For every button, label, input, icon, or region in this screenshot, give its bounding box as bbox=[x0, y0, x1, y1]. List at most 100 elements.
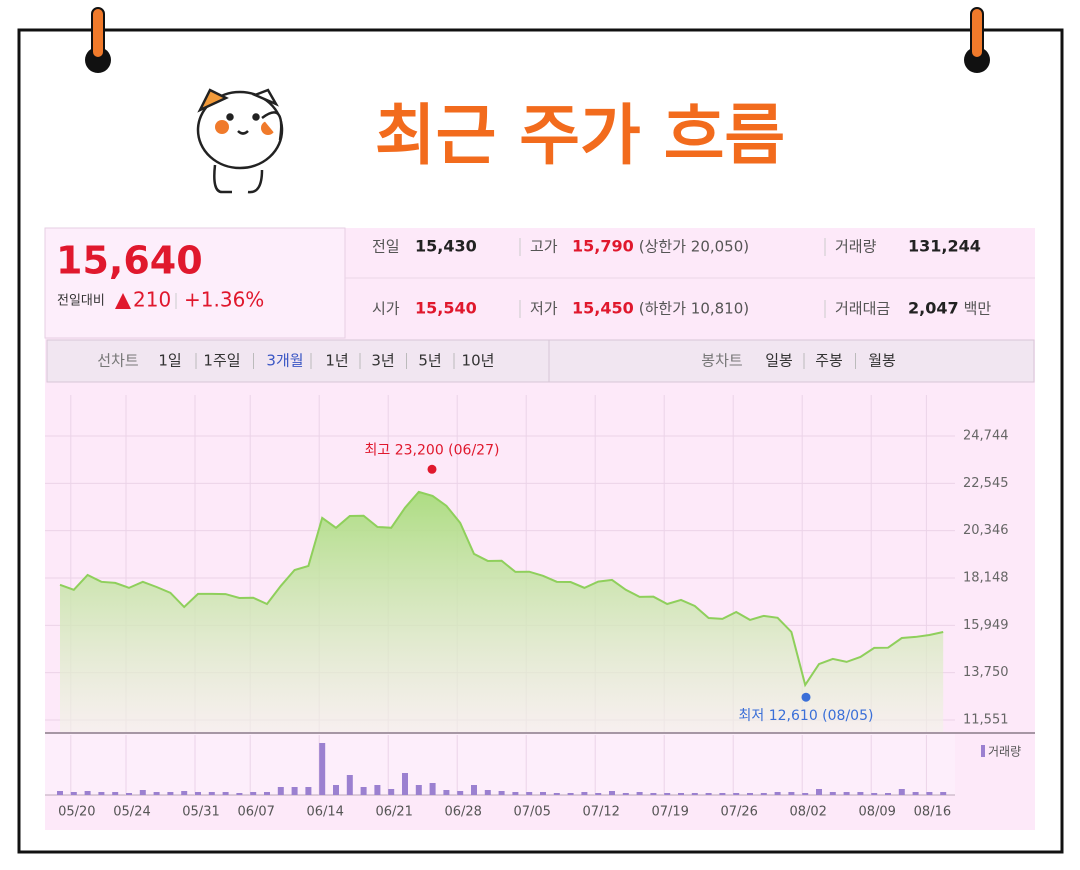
period-tab[interactable]: 1년 bbox=[325, 352, 348, 370]
x-tick-label: 05/31 bbox=[182, 805, 219, 820]
period-tab[interactable]: 1일 bbox=[158, 352, 181, 370]
volume-bar bbox=[112, 792, 119, 795]
period-tab[interactable]: 3개월 bbox=[266, 352, 303, 370]
line-chart-label: 선차트 bbox=[97, 352, 139, 370]
period-tab[interactable]: 10년 bbox=[462, 352, 495, 370]
period-tab[interactable]: 3년 bbox=[371, 352, 394, 370]
volume-bar bbox=[415, 785, 422, 795]
annotation-label: 최저 12,610 (08/05) bbox=[739, 708, 874, 724]
annotation-label: 최고 23,200 (06/27) bbox=[365, 442, 500, 458]
change: 210 bbox=[133, 288, 171, 312]
tab-bar bbox=[46, 339, 1035, 383]
volume-bar bbox=[898, 789, 905, 795]
annotation-dot bbox=[801, 692, 811, 702]
y-tick-label: 13,750 bbox=[963, 665, 1009, 680]
volume-bar bbox=[139, 790, 146, 795]
period-tab[interactable]: 1주일 bbox=[203, 352, 240, 370]
volume-bar bbox=[333, 785, 339, 795]
volume-bar bbox=[374, 785, 381, 795]
page-title: 최근 주가 흐름 bbox=[375, 97, 785, 174]
change-pct: +1.36% bbox=[184, 288, 264, 312]
volume-bar bbox=[305, 787, 312, 795]
y-tick-label: 20,346 bbox=[963, 523, 1009, 538]
info-extra: (상한가 20,050) bbox=[639, 238, 749, 256]
volume-bar bbox=[553, 793, 560, 795]
volume-bar bbox=[788, 792, 795, 795]
candle-tab[interactable]: 월봉 bbox=[868, 352, 896, 370]
pin bbox=[85, 7, 111, 73]
volume-bar bbox=[526, 792, 533, 795]
volume-bar bbox=[609, 791, 615, 795]
change-label: 전일대비 bbox=[57, 294, 105, 309]
volume-bar bbox=[195, 792, 201, 795]
info-value: 15,790 bbox=[572, 237, 634, 256]
price-area bbox=[60, 491, 944, 732]
info-value: 15,450 bbox=[572, 299, 634, 318]
x-tick-label: 07/05 bbox=[513, 805, 550, 820]
volume-bar bbox=[705, 793, 712, 795]
volume-bar bbox=[319, 743, 326, 795]
volume-bar bbox=[471, 785, 477, 795]
volume-bar bbox=[926, 792, 933, 795]
volume-bar bbox=[912, 792, 919, 795]
x-tick-label: 05/24 bbox=[113, 805, 150, 820]
volume-bar bbox=[181, 791, 188, 795]
volume-bar bbox=[443, 790, 450, 795]
x-tick-label: 08/09 bbox=[858, 805, 895, 820]
cat-icon bbox=[196, 88, 284, 194]
volume-bar bbox=[843, 792, 850, 795]
volume-bar bbox=[126, 793, 132, 795]
volume-bar bbox=[581, 792, 588, 795]
volume-bar bbox=[650, 793, 657, 795]
up-arrow bbox=[115, 293, 131, 309]
volume-bar bbox=[346, 775, 353, 795]
info-label: 저가 bbox=[530, 300, 558, 318]
volume-bar bbox=[747, 793, 753, 795]
volume-bar bbox=[457, 791, 464, 795]
x-tick-label: 08/02 bbox=[789, 805, 826, 820]
info-extra: 백만 bbox=[964, 300, 992, 318]
info-value: 2,047 bbox=[908, 299, 959, 318]
volume-bar bbox=[222, 792, 229, 795]
volume-bar bbox=[250, 792, 257, 795]
volume-bar bbox=[857, 792, 864, 795]
volume-bar bbox=[719, 793, 726, 795]
info-label: 고가 bbox=[530, 238, 558, 256]
volume-bar bbox=[940, 792, 947, 795]
volume-bar bbox=[512, 792, 519, 795]
x-tick-label: 07/26 bbox=[720, 805, 757, 820]
volume-bar bbox=[802, 793, 809, 795]
x-tick-label: 07/12 bbox=[582, 805, 619, 820]
candle-tab[interactable]: 일봉 bbox=[765, 352, 793, 370]
info-label: 거래량 bbox=[835, 238, 877, 256]
x-tick-label: 06/21 bbox=[375, 805, 412, 820]
quote-box bbox=[44, 227, 346, 339]
x-tick-label: 05/20 bbox=[58, 805, 95, 820]
volume-bar bbox=[691, 793, 698, 795]
info-label: 전일 bbox=[372, 238, 400, 256]
y-tick-label: 15,949 bbox=[963, 618, 1009, 633]
volume-bar bbox=[595, 793, 602, 795]
current-price: 15,640 bbox=[56, 239, 203, 283]
info-value: 15,430 bbox=[415, 237, 477, 256]
info-value: 15,540 bbox=[415, 299, 477, 318]
x-tick-label: 06/14 bbox=[306, 805, 343, 820]
volume-bar bbox=[429, 783, 436, 795]
candle-tab[interactable]: 주봉 bbox=[815, 352, 843, 370]
volume-bar bbox=[567, 793, 574, 795]
volume-bar bbox=[829, 792, 836, 795]
annotation-dot bbox=[427, 464, 437, 474]
x-tick-label: 08/16 bbox=[914, 805, 951, 820]
volume-bar bbox=[664, 793, 671, 795]
candle-chart-label: 봉차트 bbox=[701, 352, 743, 370]
period-tab[interactable]: 5년 bbox=[418, 352, 441, 370]
volume-bar bbox=[885, 793, 891, 795]
info-label: 거래대금 bbox=[835, 300, 890, 318]
info-label: 시가 bbox=[372, 300, 400, 318]
volume-bar bbox=[84, 791, 91, 795]
volume-bar bbox=[236, 793, 243, 795]
volume-bar bbox=[277, 787, 284, 795]
volume-bar bbox=[484, 790, 491, 795]
